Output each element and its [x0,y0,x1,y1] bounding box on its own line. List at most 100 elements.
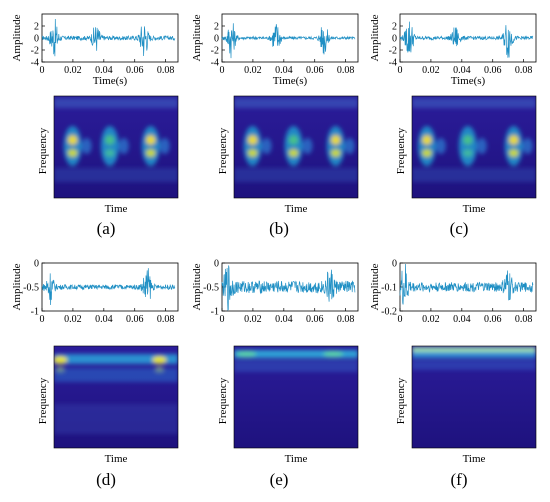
spec-blob [508,135,519,145]
y-tick-label: 0 [392,34,397,45]
spec-blob [261,138,272,154]
caption-a: (a) [96,219,116,238]
x-tick-label: 0.04 [453,314,471,325]
x-axis-label: Time(s) [273,75,308,87]
y-axis-label: Amplitude [11,263,23,310]
spec-blob [63,126,82,166]
spec-blob [152,356,167,364]
x-tick-label: 0.06 [126,65,144,76]
spec-blob [330,149,341,157]
spec-blob [243,126,262,166]
waveform-line [221,265,356,311]
x-axis-label: Time(s) [451,75,486,87]
x-tick-label: 0.06 [126,314,144,325]
y-tick-label: 2 [34,22,39,33]
spectrogram-x-label: Time [463,203,486,215]
spec-blob [247,135,258,145]
spec-blob [145,135,156,145]
spec-blob [421,135,432,145]
y-tick-label: -0.2 [381,307,397,318]
spectrogram-x-label: Time [285,203,308,215]
waveform-line [221,23,356,59]
y-tick-label: -2 [389,46,397,57]
caption-f: (f) [450,470,468,489]
x-tick-label: 0.02 [422,65,440,76]
x-axis-label: Time(s) [93,75,128,87]
x-tick-label: 0 [398,314,403,325]
y-tick-label: 2 [392,22,397,33]
x-tick-label: 0.02 [64,314,82,325]
spectrogram-x-label: Time [105,203,128,215]
x-tick-label: 0.08 [157,314,175,325]
y-tick-label: 0 [214,34,219,45]
spec-blob [476,138,487,154]
spectrogram-b: Frequency Time [217,95,359,215]
spec-blob [302,138,313,154]
y-tick-label: -1 [211,307,219,318]
y-tick-label: -4 [31,58,39,69]
spectrogram-c: Frequency Time [395,95,537,215]
spectrogram-y-label: Frequency [395,377,407,424]
spec-band [234,168,358,182]
x-tick-label: 0.08 [157,65,175,76]
spec-band [412,168,536,182]
caption-e: (e) [269,470,289,489]
spectrogram-border [411,95,537,199]
spectrogram-y-label: Frequency [37,127,49,174]
y-tick-label: 2 [214,22,219,33]
x-tick-label: 0 [398,65,403,76]
caption-b: (b) [269,219,289,238]
spec-band [412,347,536,352]
spec-blob [462,135,473,145]
spectrogram-d: Frequency Time [37,345,179,465]
spectrogram-y-label: Frequency [217,377,229,424]
x-tick-label: 0.06 [306,314,324,325]
x-tick-label: 0 [40,314,45,325]
y-tick-label: -2 [211,46,219,57]
spec-blob [284,126,303,166]
spec-blob [67,149,78,157]
x-tick-label: 0.04 [453,65,471,76]
waveform-line [399,263,534,305]
x-tick-label: 0.04 [95,314,113,325]
x-tick-label: 0 [40,65,45,76]
spectrogram-border [411,345,537,449]
spec-band [412,98,536,108]
spec-blob [104,149,115,157]
y-tick-label: -0.1 [381,283,397,294]
spec-blob [330,135,341,145]
spec-band [54,98,178,108]
spec-blob [458,126,477,166]
spec-blob [323,351,344,357]
spec-band [54,168,178,182]
spec-blob [247,149,258,157]
y-axis-label: Amplitude [369,14,381,61]
spec-blob [504,126,523,166]
spec-blob [118,138,129,154]
waveform-line [41,268,176,306]
spec-blob [159,138,170,154]
y-axis-label: Amplitude [191,14,203,61]
spec-blob [141,126,160,166]
spectrogram-border [53,345,179,449]
spec-blob [421,149,432,157]
waveform-line [399,21,534,58]
spectrogram-border [53,95,179,199]
spec-blob [104,135,115,145]
x-tick-label: 0.02 [422,314,440,325]
spec-blob [344,138,355,154]
y-tick-label: -2 [31,46,39,57]
y-axis-label: Amplitude [191,263,203,310]
caption-d: (d) [96,470,116,489]
spec-blob [288,135,299,145]
y-tick-label: 0 [214,259,219,270]
spectrogram-x-label: Time [463,453,486,465]
x-tick-label: 0.08 [515,314,533,325]
x-tick-label: 0.06 [484,314,502,325]
x-tick-label: 0.06 [306,65,324,76]
spectrogram-x-label: Time [285,453,308,465]
x-tick-label: 0.02 [244,65,262,76]
